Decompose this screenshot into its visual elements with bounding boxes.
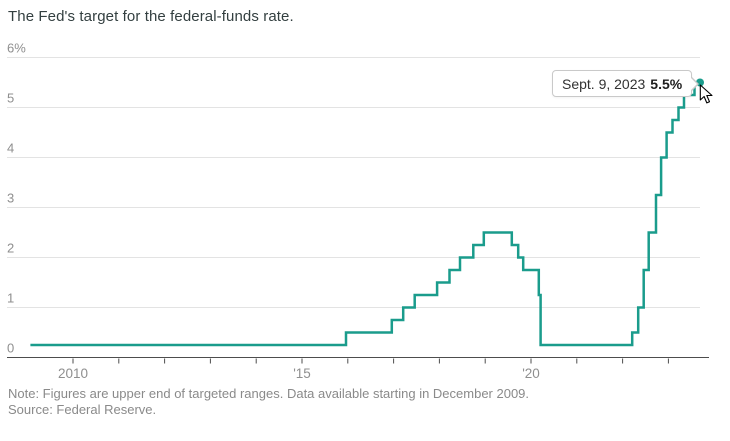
gridlines — [7, 57, 700, 308]
svg-text:6%: 6% — [7, 41, 26, 56]
rate-step-line — [30, 81, 700, 347]
chart-title: The Fed's target for the federal-funds r… — [8, 8, 294, 25]
svg-text:4: 4 — [7, 141, 14, 156]
chart-source: Source: Federal Reserve. — [8, 402, 157, 417]
chart-note: Note: Figures are upper end of targeted … — [8, 386, 530, 401]
tooltip-pointer — [690, 76, 698, 91]
x-axis-ticks — [72, 358, 669, 364]
svg-text:2010: 2010 — [58, 366, 88, 381]
tooltip-value: 5.5% — [650, 75, 683, 92]
svg-text:3: 3 — [7, 191, 14, 206]
svg-text:1: 1 — [7, 291, 14, 306]
mouse-cursor-icon — [699, 84, 713, 104]
tooltip-date: Sept. 9, 2023 — [562, 75, 646, 92]
svg-text:2: 2 — [7, 241, 14, 256]
tooltip: Sept. 9, 2023 5.5% — [552, 70, 700, 97]
svg-text:'20: '20 — [522, 366, 540, 381]
x-axis-tick-labels: 2010 '15 '20 — [58, 366, 540, 381]
y-axis-labels: 6% 5 4 3 2 1 0 — [7, 41, 26, 356]
footnotes: Note: Figures are upper end of targeted … — [8, 386, 529, 418]
svg-text:5: 5 — [7, 91, 14, 106]
svg-text:0: 0 — [7, 341, 14, 356]
svg-text:'15: '15 — [293, 366, 311, 381]
